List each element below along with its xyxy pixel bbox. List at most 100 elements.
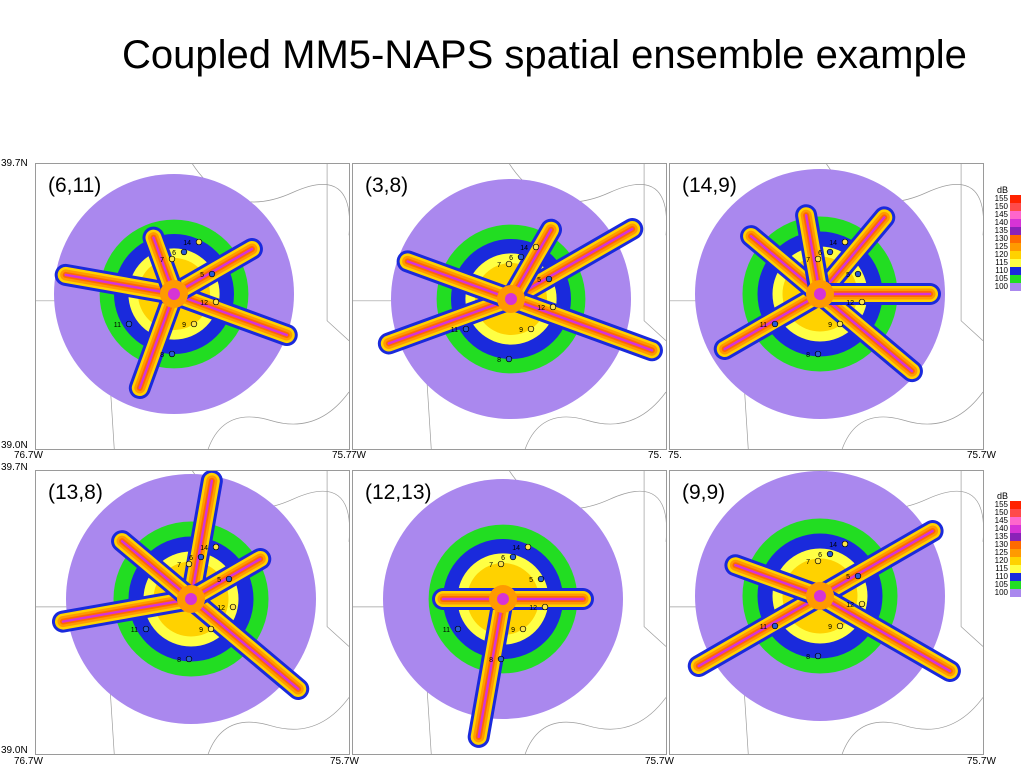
legend-entry: 110 [988,267,1024,275]
site-marker [826,550,834,558]
site-marker [207,625,215,633]
legend-entry: 105 [988,275,1024,283]
site-label: 9 [519,327,523,334]
legend-swatch [1010,235,1021,243]
lon-left-label: 75. [668,450,682,461]
site-marker [841,238,849,246]
legend-entry: 120 [988,251,1024,259]
site-marker [814,652,822,660]
noise-lobe [64,273,176,296]
site-label: 7 [806,559,810,566]
noise-lobe [818,594,952,673]
panel-label: (13,8) [48,481,103,504]
site-marker [185,560,193,568]
lat-top-label: 39.7N [1,462,28,473]
noise-contour-map: 14 6 7 5 12 11 9 8 [36,164,349,449]
site-marker [497,655,505,663]
legend-swatch [1010,573,1021,581]
site-label: 5 [529,577,533,584]
noise-core [168,288,180,300]
site-label: 5 [217,577,221,584]
noise-lobe [406,260,513,301]
site-label: 8 [160,352,164,359]
lon-right-label: 75. [648,450,662,461]
legend-swatch [1010,525,1021,533]
site-marker [208,270,216,278]
site-label: 11 [131,627,138,634]
legend-swatch [1010,211,1021,219]
legend-entry: 150 [988,509,1024,517]
site-marker [771,320,779,328]
site-label: 11 [760,322,767,329]
legend-title: dB [996,491,1008,501]
legend-entry: 100 [988,589,1024,597]
legend-swatch [1010,565,1021,573]
legend-value: 135 [994,532,1008,541]
site-marker [826,248,834,256]
site-label: 14 [512,545,520,552]
legend-swatch [1010,243,1021,251]
db-legend: dB 155 150 145 140 135 130 125 120 115 110 105 100 [988,186,1024,291]
site-marker [836,622,844,630]
legend-entry: 155 [988,195,1024,203]
legend-value: 130 [994,234,1008,243]
lon-left-label: 7W [351,450,366,461]
map-panel-14-9: 14 6 7 5 12 11 9 8 (14,9) [669,163,984,450]
legend-value: 110 [995,266,1008,275]
site-label: 12 [537,305,545,312]
noise-core [814,288,826,300]
site-label: 7 [497,262,501,269]
site-marker [517,253,525,261]
site-marker [505,260,513,268]
site-marker [212,543,220,551]
legend-value: 120 [994,250,1008,259]
legend-value: 110 [995,572,1008,581]
legend-value: 140 [994,524,1008,533]
site-marker [537,575,545,583]
site-marker [197,553,205,561]
legend-value: 140 [994,218,1008,227]
legend-swatch [1010,509,1021,517]
site-label: 12 [846,300,854,307]
noise-lobe [138,292,176,390]
legend-entry: 130 [988,235,1024,243]
site-marker [454,625,462,633]
site-marker [185,655,193,663]
lon-left-label: 76.7W [14,450,43,461]
site-marker [814,255,822,263]
site-marker [225,575,233,583]
site-marker [168,350,176,358]
site-label: 7 [806,257,810,264]
site-marker [142,625,150,633]
lon-left-label: 76.7W [14,756,43,767]
site-label: 8 [497,357,501,364]
lon-right-label: 75.7W [645,756,674,767]
legend-swatch [1010,541,1021,549]
site-label: 11 [451,327,458,334]
legend-swatch [1010,501,1021,509]
noise-lobe [509,297,654,352]
legend-swatch [1010,275,1021,283]
site-marker [168,255,176,263]
map-panel-13-8: 14 6 7 5 12 11 9 8 (13,8) [35,470,350,755]
noise-core [185,593,197,605]
site-marker [541,603,549,611]
noise-lobe [509,227,634,301]
lat-top-label: 39.7N [1,158,28,169]
noise-lobe [734,563,822,598]
site-label: 7 [489,562,493,569]
site-label: 12 [200,300,208,307]
site-marker [125,320,133,328]
panel-label: (3,8) [365,174,409,197]
site-label: 11 [760,624,767,631]
legend-swatch [1010,589,1021,597]
site-marker [814,557,822,565]
legend-value: 125 [994,548,1008,557]
site-label: 9 [511,627,515,634]
site-marker [841,540,849,548]
noise-lobe [61,597,193,623]
panel-label: (12,13) [365,481,432,504]
site-marker [858,600,866,608]
noise-lobe [120,539,193,601]
legend-value: 145 [994,516,1008,525]
